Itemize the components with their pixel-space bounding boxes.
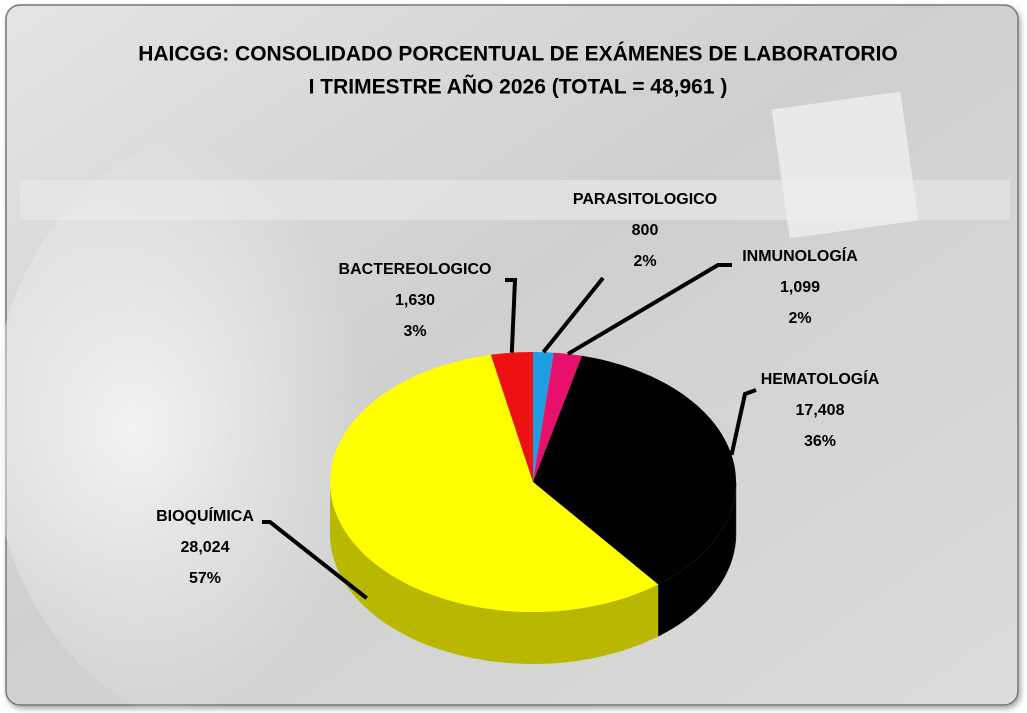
percentage-label: 57% (189, 570, 221, 587)
percentage-label: 2% (633, 253, 656, 270)
category-label: BACTEREOLOGICO (339, 261, 492, 278)
value-label: 1,630 (395, 292, 435, 309)
category-label: INMUNOLOGÍA (742, 246, 858, 265)
value-label: 17,408 (796, 402, 845, 419)
chart-title: HAICGG: CONSOLIDADO PORCENTUAL DE EXÁMEN… (138, 43, 898, 66)
category-label: BIOQUÍMICA (156, 506, 254, 525)
category-label: HEMATOLOGÍA (761, 369, 880, 388)
percentage-label: 2% (788, 310, 811, 327)
percentage-label: 36% (804, 433, 836, 450)
background-sign (772, 92, 919, 239)
chart: HAICGG: CONSOLIDADO PORCENTUAL DE EXÁMEN… (0, 0, 1027, 713)
value-label: 28,024 (181, 539, 230, 556)
value-label: 1,099 (780, 279, 820, 296)
category-label: PARASITOLOGICO (573, 191, 717, 208)
percentage-label: 3% (403, 323, 426, 340)
value-label: 800 (632, 222, 659, 239)
pie-tops (330, 352, 736, 612)
chart-subtitle: I TRIMESTRE AÑO 2026 (TOTAL = 48,961 ) (309, 76, 728, 99)
